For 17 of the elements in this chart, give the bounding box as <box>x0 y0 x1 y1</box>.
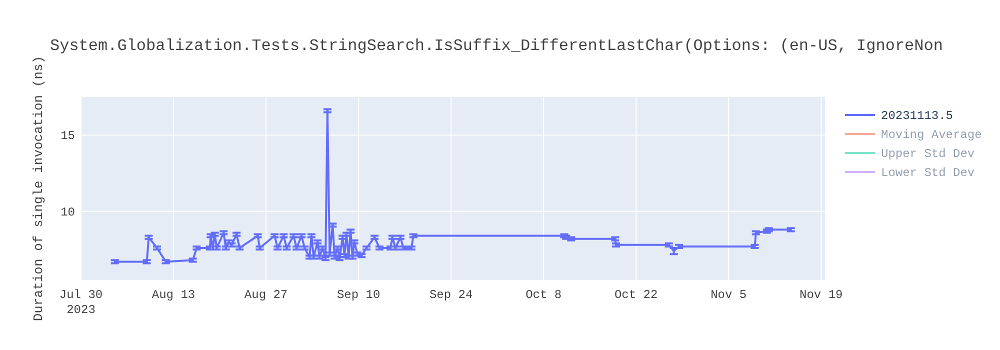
y-axis-title: Duration of single invocation (ns) <box>31 56 46 322</box>
x-tick-label: Sep 10 <box>336 288 380 302</box>
x-tick-label: Aug 27 <box>244 288 288 302</box>
x-tick-label: Nov 19 <box>800 288 843 302</box>
x-tick-label: Sep 24 <box>429 288 473 302</box>
x-tick-label: Oct 8 <box>526 288 562 302</box>
x-tick-label: Nov 5 <box>710 288 747 302</box>
legend-label: 20231113.5 <box>881 109 954 123</box>
legend-label: Lower Std Dev <box>881 166 975 180</box>
y-tick-label: 10 <box>60 205 75 220</box>
chart-title: System.Globalization.Tests.StringSearch.IsSuffix_DifferentLastChar(Options: (en-US, IgnoreNon <box>50 37 943 55</box>
legend-label: Moving Average <box>881 128 982 142</box>
y-tick-label: 15 <box>60 129 75 144</box>
x-tick-label: Aug 13 <box>152 288 196 302</box>
x-tick-label: Jul 30 2023 <box>59 288 103 317</box>
x-tick-label: Oct 22 <box>614 288 658 302</box>
legend-label: Upper Std Dev <box>881 147 975 161</box>
